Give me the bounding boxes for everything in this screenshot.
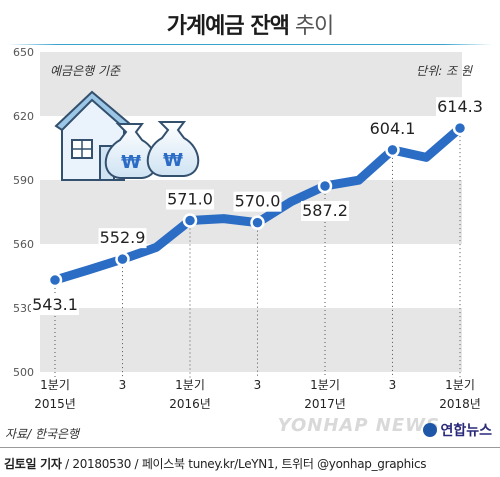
data-label-bg [301, 200, 349, 221]
data-point [115, 251, 130, 267]
data-label-bg [436, 97, 484, 118]
grid-band [40, 308, 462, 372]
data-point [385, 142, 400, 158]
data-label: 587.2 [302, 201, 348, 220]
house-money-icon: ₩ ₩ [54, 90, 200, 181]
y-tick-label: 500 [13, 366, 34, 379]
data-labels: 543.1 552.9 571.0 570.0 587.2 604.1 614.3 [31, 97, 484, 316]
x-year-label: 2015년 [34, 397, 76, 411]
x-tick-label: 3 [389, 378, 397, 392]
y-axis-ticks: 500 530 560 590 620 650 [13, 46, 34, 379]
title-suffix: 추이 [294, 14, 334, 39]
data-point [452, 120, 468, 136]
svg-text:₩: ₩ [163, 150, 183, 171]
x-tick-label: 1분기 [310, 378, 340, 392]
x-tick-label: 1분기 [40, 378, 70, 392]
x-year-label: 2016년 [169, 397, 211, 411]
data-label-bg [166, 189, 214, 210]
data-point [317, 178, 333, 194]
y-tick-label: 620 [13, 110, 34, 123]
data-label-bg [233, 191, 282, 212]
data-label-bg [31, 295, 79, 316]
x-guide-lines [54, 136, 461, 378]
x-tick-label: 3 [119, 378, 127, 392]
footer-divider [0, 447, 500, 448]
data-label: 552.9 [100, 228, 146, 247]
title-main: 가계예금 잔액 [166, 14, 290, 39]
data-point [47, 272, 63, 288]
data-label-bg [98, 228, 147, 249]
data-point [182, 213, 198, 228]
x-year-label: 2018년 [439, 397, 481, 411]
y-tick-label: 530 [13, 302, 34, 315]
basis-note: 예금은행 기준 [50, 64, 121, 78]
x-tick-label: 1분기 [175, 378, 205, 392]
unit-label: 단위: 조 원 [416, 64, 472, 78]
data-label: 570.0 [235, 192, 281, 211]
data-markers [47, 120, 468, 288]
data-label: 571.0 [167, 190, 213, 209]
data-point [250, 215, 265, 230]
grid-band [40, 52, 462, 116]
source-note: 자료/ 한국은행 [5, 427, 80, 441]
credit-line: 김토일 기자 / 20180530 / 페이스북 tuney.kr/LeYN1,… [4, 455, 427, 472]
data-label: 604.1 [370, 119, 416, 138]
y-tick-label: 590 [13, 174, 34, 187]
chart-title: 가계예금 잔액 추이 [0, 8, 500, 40]
svg-text:₩: ₩ [121, 152, 141, 173]
logo-icon [423, 423, 438, 437]
data-label: 543.1 [32, 295, 78, 314]
watermark: YONHAP NEWS [277, 415, 440, 436]
data-label-bg [368, 118, 417, 139]
line-chart: 500 530 560 590 620 650 ₩ ₩ 543.1 552.9 571.0 57… [13, 46, 484, 411]
y-tick-label: 560 [13, 238, 34, 251]
x-axis-labels: 1분기 2015년 3 1분기 2016년 3 1분기 2017년 3 1분기 2018년 [34, 378, 481, 411]
grid-band [40, 244, 462, 308]
grid-bands [40, 52, 462, 372]
credit-details: / 20180530 / 페이스북 tuney.kr/LeYN1, 트위터 @y… [61, 457, 427, 471]
x-tick-label: 1분기 [445, 378, 475, 392]
logo-text: 연합뉴스 [440, 423, 492, 439]
title-underline [8, 44, 492, 45]
yonhap-logo: 연합뉴스 [423, 420, 492, 440]
data-label: 614.3 [437, 97, 483, 116]
x-year-label: 2017년 [304, 397, 346, 411]
y-tick-label: 650 [13, 46, 34, 59]
x-tick-label: 3 [254, 378, 262, 392]
reporter-name: 김토일 기자 [4, 457, 62, 471]
